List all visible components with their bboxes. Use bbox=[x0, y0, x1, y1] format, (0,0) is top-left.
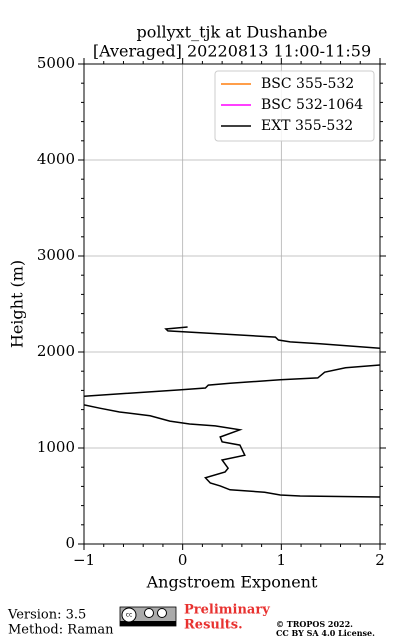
method: Method: Raman bbox=[8, 623, 114, 638]
chart-title: pollyxt_tjk at Dushanbe bbox=[136, 23, 327, 42]
x-tick-label: 2 bbox=[375, 551, 385, 569]
copyright: © TROPOS 2022. bbox=[276, 619, 353, 629]
legend-box bbox=[214, 70, 375, 142]
x-axis-label: Angstroem Exponent bbox=[146, 573, 318, 592]
copyright: CC BY SA 4.0 License. bbox=[276, 628, 375, 638]
x-tick-label: 1 bbox=[277, 551, 287, 569]
data-line bbox=[84, 326, 380, 498]
legend-label: EXT 355-532 bbox=[261, 118, 353, 134]
svg-text:cc: cc bbox=[126, 612, 133, 619]
license-badge: cc bbox=[119, 606, 177, 627]
y-axis-label: Height (m) bbox=[8, 260, 27, 348]
legend-label: BSC 532-1064 bbox=[261, 97, 363, 113]
y-tick-label: 4000 bbox=[37, 150, 75, 168]
y-tick-label: 2000 bbox=[37, 342, 75, 360]
preliminary-note: Results. bbox=[184, 618, 243, 633]
y-tick-label: 0 bbox=[65, 534, 75, 552]
legend-label: BSC 355-532 bbox=[261, 76, 354, 92]
x-tick-label: −1 bbox=[73, 551, 95, 569]
y-tick-label: 5000 bbox=[37, 54, 75, 72]
y-tick-label: 3000 bbox=[37, 246, 75, 264]
y-tick-label: 1000 bbox=[37, 438, 75, 456]
x-tick-label: 0 bbox=[178, 551, 188, 569]
version: Version: 3.5 bbox=[7, 608, 86, 623]
chart-subtitle: [Averaged] 20220813 11:00-11:59 bbox=[93, 42, 371, 61]
plot-lines bbox=[84, 326, 380, 498]
preliminary-note: Preliminary bbox=[184, 603, 270, 618]
plot-frame bbox=[83, 63, 381, 545]
